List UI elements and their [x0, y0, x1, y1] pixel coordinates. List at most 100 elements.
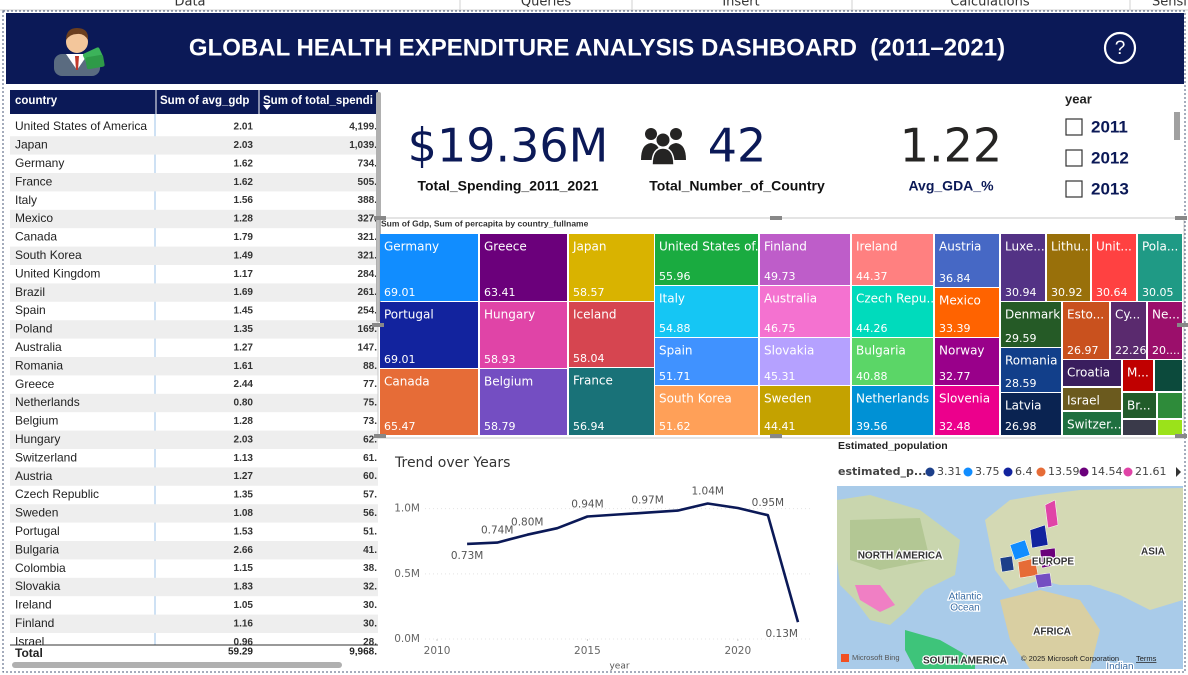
treemap-tile[interactable] [935, 386, 999, 435]
column-header[interactable]: Sum of avg_gdp [160, 95, 249, 107]
ribbon-tab[interactable]: Queries [521, 0, 571, 10]
treemap-tile[interactable] [1047, 234, 1090, 301]
treemap-tile[interactable] [1123, 393, 1156, 418]
ribbon-tab[interactable]: Calculations [950, 0, 1030, 10]
treemap-tile[interactable] [1123, 420, 1156, 435]
slicer-checkbox[interactable] [1065, 118, 1083, 136]
treemap-tile[interactable] [852, 386, 933, 435]
slicer-option[interactable]: 2012 [1091, 148, 1129, 167]
treemap-tile[interactable] [1148, 302, 1182, 359]
treemap-tile[interactable] [1111, 302, 1146, 359]
resize-handle[interactable] [374, 434, 386, 438]
country-fill[interactable] [1034, 572, 1053, 589]
treemap-tile[interactable] [569, 234, 654, 301]
treemap-tile[interactable] [1001, 234, 1045, 301]
country-fill[interactable] [1009, 539, 1031, 561]
slicer-option[interactable]: 2011 [1091, 117, 1128, 136]
tile-value: 22.26 [1115, 344, 1147, 357]
treemap-tile[interactable] [480, 302, 567, 368]
treemap-tile[interactable] [935, 288, 999, 337]
row-band [10, 393, 378, 413]
resize-handle[interactable] [1175, 434, 1187, 438]
map-terms[interactable]: Terms [1136, 654, 1157, 663]
treemap-tile[interactable] [935, 338, 999, 385]
treemap-tile[interactable] [935, 234, 999, 287]
treemap-tile[interactable] [1001, 393, 1061, 435]
treemap-tile[interactable] [760, 338, 850, 385]
treemap-tile[interactable] [480, 369, 567, 435]
x-axis-label: year [609, 662, 629, 672]
treemap-tile[interactable] [852, 286, 933, 337]
treemap-tile[interactable] [1001, 348, 1061, 392]
treemap-tile[interactable] [655, 386, 758, 435]
cell-country: Czech Republic [15, 487, 99, 501]
treemap-tile[interactable] [852, 338, 933, 385]
tile-label: Croatia [1067, 366, 1110, 380]
slicer-option[interactable]: 2013 [1091, 179, 1129, 198]
total-spending: 9,968. [349, 647, 377, 658]
ribbon-tab[interactable]: Insert [722, 0, 759, 10]
resize-handle[interactable] [770, 434, 782, 438]
treemap-tile[interactable] [1158, 420, 1182, 435]
table-scrollbar-v[interactable] [376, 92, 381, 322]
treemap-tile[interactable] [852, 234, 933, 285]
treemap-tile[interactable] [380, 302, 478, 368]
tile-label: Switzer... [1067, 418, 1121, 432]
treemap-tile[interactable] [1123, 360, 1153, 391]
treemap-tile[interactable] [1092, 234, 1136, 301]
help-button[interactable] [1103, 31, 1137, 65]
resize-handle[interactable] [374, 216, 386, 220]
y-tick-label: 1.0M [394, 503, 420, 515]
ribbon-tab[interactable]: Data [174, 0, 205, 10]
legend-next[interactable] [1176, 467, 1181, 477]
resize-handle[interactable] [372, 323, 384, 327]
tile-label: Unit... [1096, 240, 1132, 254]
treemap-tile[interactable] [655, 234, 758, 285]
slicer-checkbox[interactable] [1065, 149, 1083, 167]
treemap-tile[interactable] [1063, 412, 1121, 435]
treemap-tile[interactable] [380, 234, 478, 301]
tile-label: Czech Repu... [856, 292, 938, 306]
treemap-tile[interactable] [1158, 393, 1182, 418]
resize-handle[interactable] [770, 216, 782, 220]
tile-value: 28.59 [1005, 377, 1037, 390]
treemap-tile[interactable] [1063, 302, 1109, 359]
treemap-tile[interactable] [1001, 302, 1061, 347]
treemap-tile[interactable] [569, 368, 654, 435]
treemap-tile[interactable] [655, 286, 758, 337]
help-icon[interactable]: ? [1115, 38, 1126, 59]
country-fill[interactable] [1039, 547, 1057, 569]
tile-value: 30.94 [1005, 286, 1037, 299]
treemap-tile[interactable] [760, 286, 850, 337]
table-scrollbar-h[interactable] [12, 662, 342, 668]
treemap-tile[interactable] [1155, 360, 1182, 391]
tile-label: United States of... [659, 240, 766, 254]
x-tick-label: 2020 [724, 645, 751, 657]
resize-handle[interactable] [1175, 216, 1187, 220]
legend-title: estimated_p... [838, 465, 926, 478]
treemap-tile[interactable] [480, 234, 567, 301]
cell-spending: 38. [363, 563, 377, 574]
data-label: 0.94M [571, 498, 603, 510]
country-fill[interactable] [1044, 499, 1059, 529]
treemap-tile[interactable] [569, 302, 654, 367]
slicer-scrollbar[interactable] [1174, 112, 1180, 140]
treemap-tile[interactable] [655, 338, 758, 385]
tile-value: 30.05 [1142, 286, 1174, 299]
kpi-label: Total_Spending_2011_2021 [417, 178, 598, 194]
treemap-tile[interactable] [760, 386, 850, 435]
resize-handle[interactable] [1177, 323, 1188, 327]
treemap-tile[interactable] [380, 369, 478, 435]
treemap-tile[interactable] [1138, 234, 1182, 301]
country-fill[interactable] [999, 555, 1015, 573]
ribbon-tab[interactable]: Sensi [1152, 0, 1187, 10]
treemap-tile[interactable] [1063, 360, 1121, 386]
country-fill[interactable] [1029, 524, 1049, 549]
slicer-checkbox[interactable] [1065, 180, 1083, 198]
column-header[interactable]: Sum of total_spendi [263, 95, 373, 107]
treemap-tile[interactable] [760, 234, 850, 285]
column-header[interactable]: country [15, 95, 58, 107]
data-label: 0.13M [766, 628, 798, 640]
treemap-tile[interactable] [1063, 388, 1121, 410]
tile-value: 30.92 [1051, 286, 1083, 299]
